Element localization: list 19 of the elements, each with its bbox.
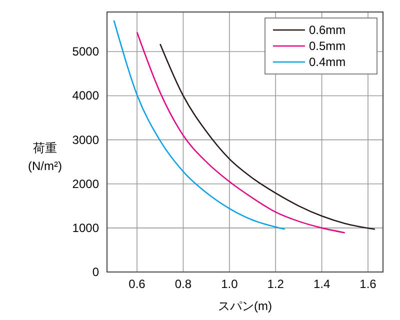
legend-label: 0.4mm [309, 55, 346, 69]
y-axis-title: 荷重 (N/m²) [28, 141, 62, 173]
x-tick-label: 0.6 [128, 277, 146, 291]
y-tick-label: 2000 [72, 176, 100, 191]
x-tick-label: 1.0 [221, 277, 238, 291]
line-series [159, 43, 376, 230]
x-axis-title: スパン(m) [218, 299, 272, 313]
y-tick-label: 5000 [72, 44, 100, 59]
line-series [113, 20, 286, 230]
y-tick-label: 0 [92, 265, 100, 279]
y-tick-label: 4000 [72, 88, 100, 103]
x-tick-label: 1.4 [313, 277, 330, 291]
x-tick-label: 0.8 [174, 277, 192, 291]
y-tick-label: 3000 [72, 132, 100, 147]
legend-label: 0.5mm [309, 39, 346, 53]
legend-label: 0.6mm [309, 23, 346, 37]
x-tick-label: 1.2 [267, 277, 284, 291]
y-tick-label: 1000 [72, 220, 100, 235]
x-tick-label: 1.6 [360, 277, 377, 291]
